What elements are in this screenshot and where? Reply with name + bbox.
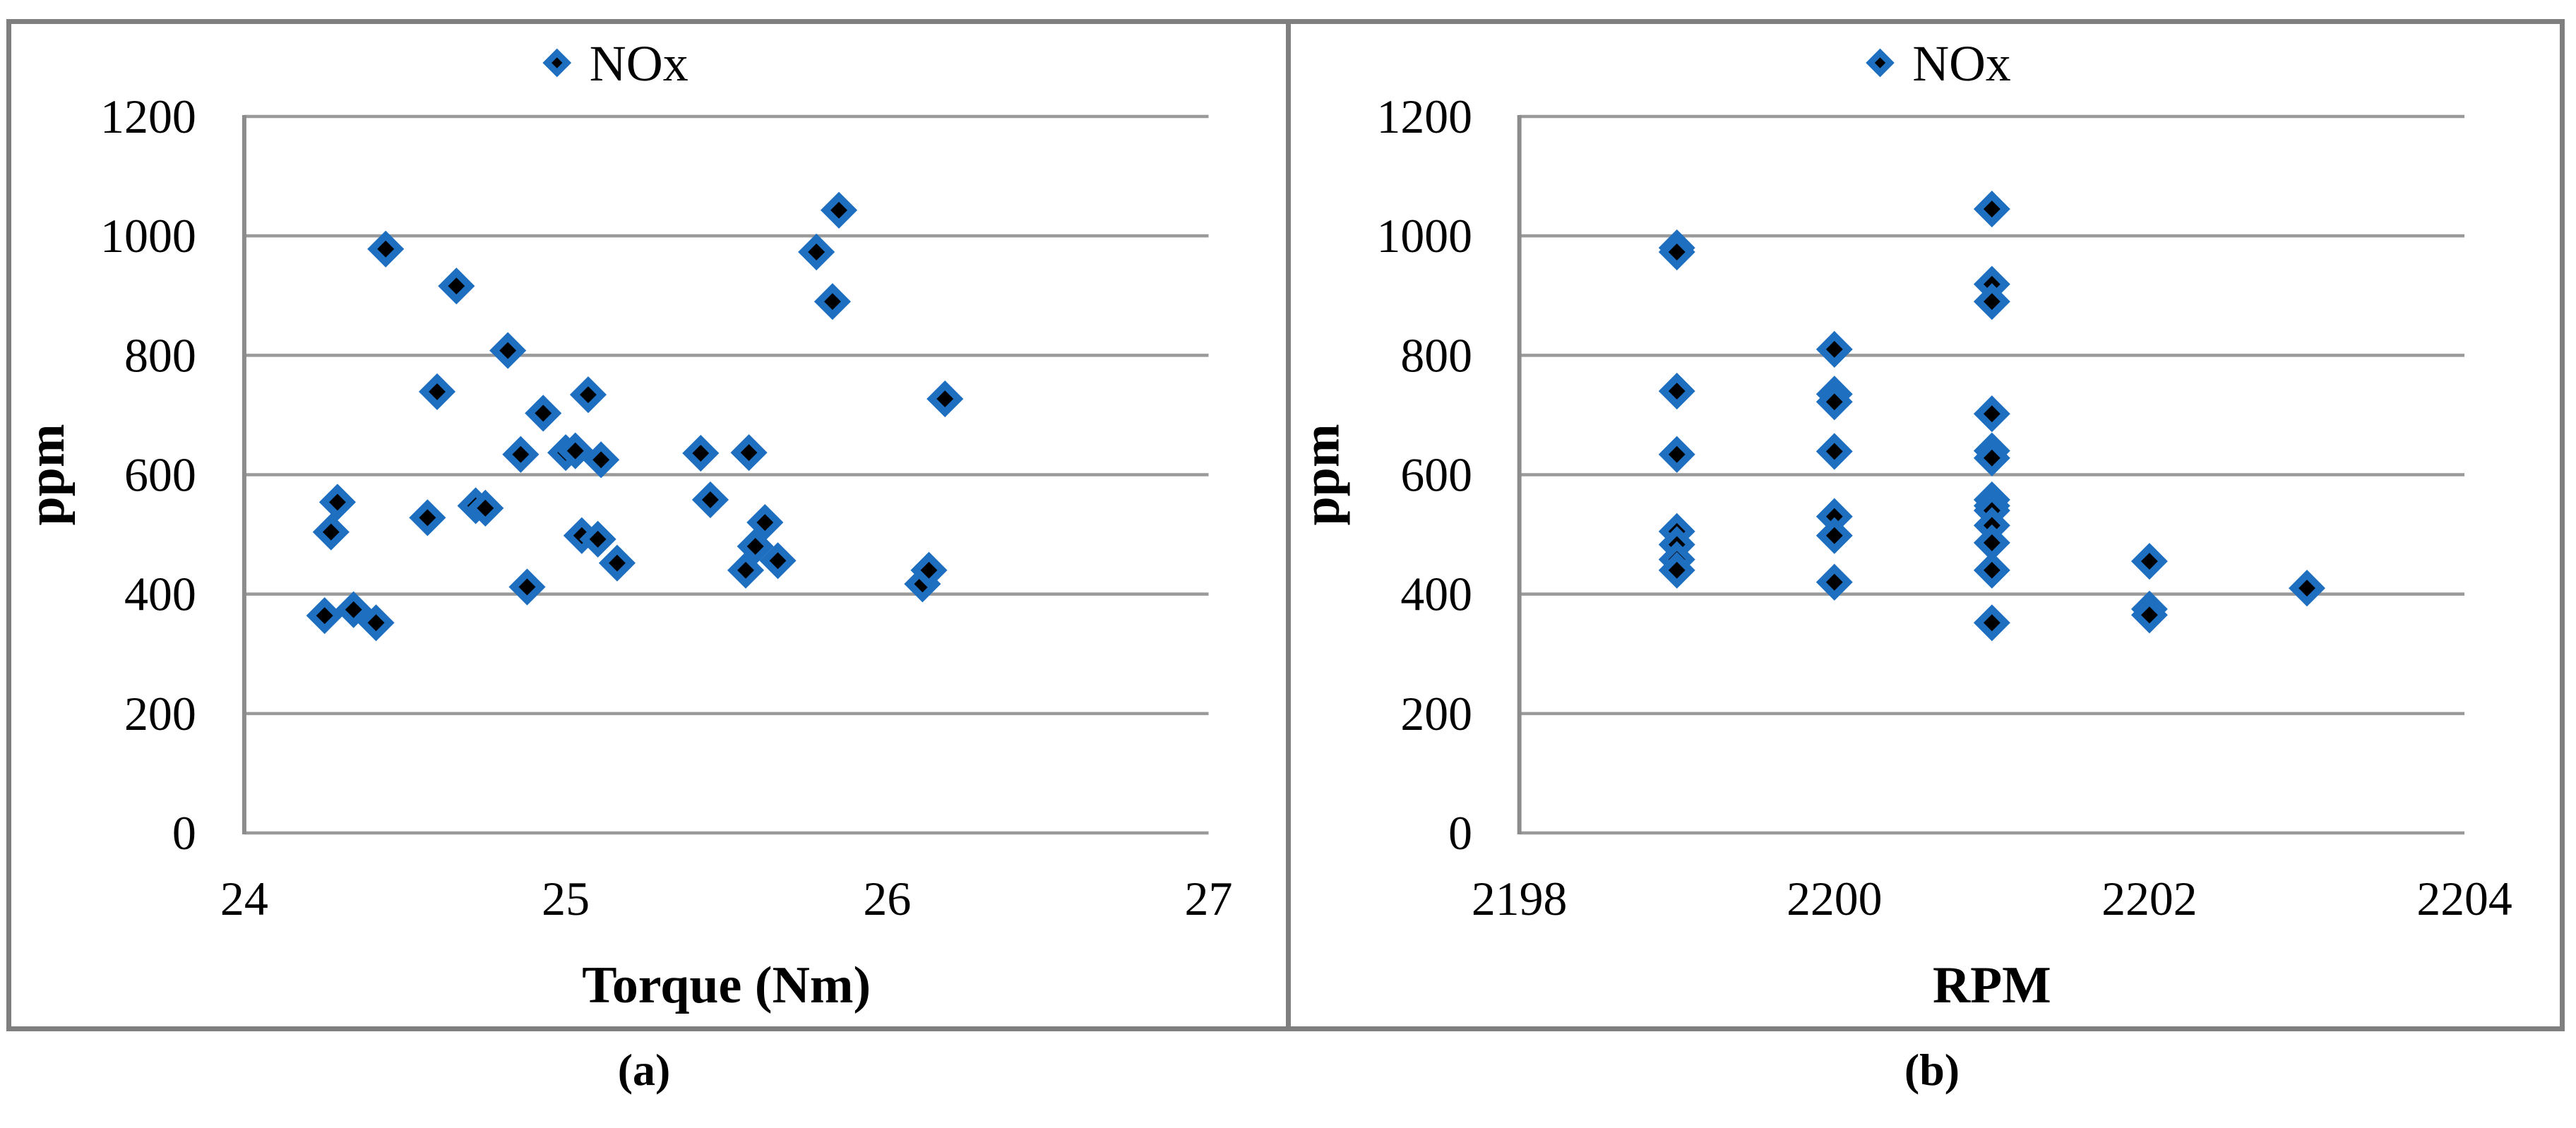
data-point-marker: [1815, 433, 1853, 470]
data-point-marker: [502, 436, 539, 473]
data-point-marker: [569, 376, 607, 414]
data-point-marker: [1815, 517, 1853, 554]
data-point-marker: [1973, 395, 2010, 433]
data-point-marker: [730, 434, 768, 472]
data-point-marker: [1973, 191, 2010, 228]
data-point-marker: [1658, 373, 1695, 410]
y-axis-title: ppm: [18, 424, 76, 526]
data-point-marker: [1815, 330, 1853, 368]
data-point-marker: [556, 432, 594, 469]
data-point-marker: [598, 544, 636, 582]
data-point-marker: [1658, 436, 1695, 473]
data-point-marker: [1658, 551, 1695, 589]
data-point-marker: [682, 434, 720, 472]
scatter-chart-rpm: 0 200 400 600 800 1000 1200 2198 2200 2202 2204 RPM…: [1292, 35, 2512, 1014]
data-point-marker: [926, 380, 964, 418]
x-axis-tick-label: 24: [220, 872, 268, 925]
y-axis-tick-label: 600: [1400, 448, 1472, 501]
chart-panel-b: 0 200 400 600 800 1000 1200 2198 2200 2202 2204 RPM…: [1285, 24, 2560, 1026]
y-axis-tick-label: 1200: [1376, 90, 1472, 143]
data-point-marker: [1658, 233, 1695, 271]
y-axis-tick-label: 800: [1400, 329, 1472, 382]
data-point-marker: [1973, 551, 2010, 589]
data-point-marker: [746, 504, 784, 541]
x-axis-tick-label: 2198: [1471, 872, 1566, 925]
x-axis-tick-label: 27: [1185, 872, 1233, 925]
y-axis-tick-label: 1000: [100, 209, 196, 263]
data-point-marker: [820, 191, 858, 229]
data-point-marker: [489, 332, 527, 369]
y-axis-tick-label: 1000: [1376, 210, 1472, 263]
data-point-marker: [1973, 604, 2010, 642]
legend-label: NOx: [1912, 35, 2010, 92]
caption-b: (b): [1904, 1045, 1960, 1095]
caption-row: (a) (b): [0, 1043, 2576, 1098]
y-axis-title: ppm: [1292, 424, 1349, 526]
data-point-marker: [467, 489, 504, 527]
data-point-marker: [579, 520, 616, 558]
data-point-marker: [798, 233, 835, 271]
figure-border: 0 200 400 600 800 1000 1200 24 25 26 27 Torque (Nm)…: [6, 19, 2565, 1031]
y-axis-tick-label: 800: [124, 328, 196, 382]
x-axis-tick-label: 2204: [2416, 872, 2512, 925]
legend-marker-icon: [542, 48, 572, 78]
data-point-marker: [418, 373, 456, 411]
x-axis-tick-label: 26: [863, 872, 911, 925]
data-point-marker: [335, 591, 372, 628]
y-axis-tick-label: 0: [1448, 807, 1472, 860]
y-axis-tick-label: 1200: [100, 90, 196, 143]
x-axis-title: RPM: [1932, 956, 2051, 1014]
data-point-marker: [312, 513, 350, 551]
y-axis-tick-label: 400: [124, 568, 196, 621]
data-point-marker: [508, 568, 546, 606]
data-point-marker: [727, 551, 765, 589]
data-point-marker: [583, 441, 620, 479]
data-point-marker: [910, 551, 948, 589]
y-axis-tick-label: 200: [124, 687, 196, 740]
data-point-marker: [318, 484, 356, 521]
chart-panel-a: 0 200 400 600 800 1000 1200 24 25 26 27 Torque (Nm)…: [11, 24, 1286, 1026]
x-axis-tick-label: 2202: [2101, 872, 2197, 925]
data-point-marker: [2130, 596, 2168, 634]
data-point-marker: [1973, 439, 2010, 476]
data-point-marker: [367, 230, 405, 268]
data-point-marker: [737, 527, 774, 565]
scatter-chart-torque: 0 200 400 600 800 1000 1200 24 25 26 27 Torque (Nm)…: [18, 35, 1233, 1014]
data-point-marker: [813, 283, 852, 320]
data-point-marker: [409, 499, 446, 536]
legend-marker-icon: [1865, 48, 1895, 78]
data-point-marker: [1973, 283, 2010, 320]
data-point-marker: [691, 481, 729, 519]
data-point-marker: [1815, 383, 1853, 421]
x-axis-tick-label: 25: [542, 872, 590, 925]
y-axis-tick-label: 600: [124, 448, 196, 501]
legend-label: NOx: [590, 35, 688, 92]
data-point-marker: [2130, 543, 2168, 580]
caption-a: (a): [617, 1045, 671, 1095]
data-point-marker: [306, 597, 343, 635]
data-point-marker: [438, 268, 475, 305]
data-point-marker: [2288, 570, 2325, 607]
y-axis-tick-label: 200: [1400, 688, 1472, 740]
y-axis-tick-label: 0: [172, 806, 196, 860]
data-point-marker: [759, 542, 797, 580]
y-axis-tick-label: 400: [1400, 568, 1472, 621]
data-point-marker: [357, 604, 395, 642]
data-point-marker: [525, 395, 562, 432]
data-point-marker: [1815, 563, 1853, 601]
x-axis-title: Torque (Nm): [582, 956, 871, 1014]
x-axis-tick-label: 2200: [1787, 872, 1882, 925]
